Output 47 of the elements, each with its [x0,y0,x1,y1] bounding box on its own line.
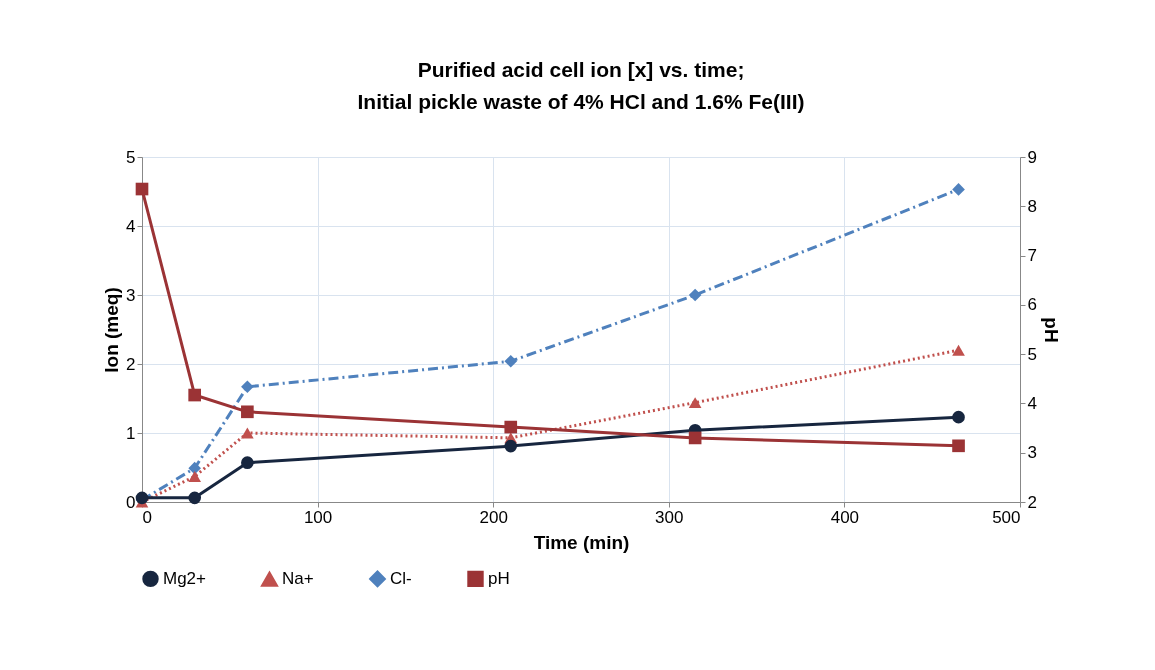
x-tick-label: 200 [479,507,508,527]
legend-label: Mg2+ [163,568,207,588]
point [504,354,518,368]
y-tick-label: 4 [126,216,136,236]
x-tick-label: 0 [142,507,152,527]
x-tick-label: 300 [655,507,684,527]
legend-label: Cl- [390,568,412,588]
point [241,427,254,439]
point [688,431,702,445]
x-axis-title: Time (min) [533,531,630,553]
point [135,182,149,196]
legend-label: Na+ [282,569,314,589]
x-tick-label: 500 [992,507,1021,527]
y2-tick-label: 2 [1027,492,1037,512]
point [952,410,965,424]
chart-title: Purified acid cell ion [x] vs. time; Initial pickle waste of 4% HCl and 1.6% Fe(III) [357,58,805,113]
y-tick-label: 1 [126,423,136,443]
y-tick-label: 0 [126,492,136,512]
point [241,405,254,419]
y-tick-label: 2 [126,354,136,374]
y2-tick-label: 7 [1027,246,1037,266]
point [241,456,254,469]
point [688,288,702,302]
x-tick-label: 400 [830,507,860,527]
point [188,470,202,482]
point [952,344,965,356]
point [952,439,965,453]
point [188,388,201,402]
legend-label: pH [488,568,510,588]
point [504,420,518,434]
y2-axis-title: pH [1040,317,1062,343]
y2-tick-label: 6 [1027,295,1037,315]
point [504,439,518,453]
point [188,461,202,475]
y2-tick-label: 8 [1027,196,1037,216]
y2-tick-label: 5 [1027,344,1037,364]
y2-tick-label: 3 [1027,443,1037,463]
x-tick-label: 100 [303,507,333,527]
y-axis-title: Ion (meq) [101,287,123,373]
point [188,491,202,505]
y-tick-label: 3 [126,285,136,305]
point [241,380,254,394]
y-tick-label: 5 [126,147,136,167]
point [952,183,965,196]
y2-tick-label: 4 [1027,393,1037,413]
point [688,397,702,409]
y2-tick-label: 9 [1027,147,1037,167]
